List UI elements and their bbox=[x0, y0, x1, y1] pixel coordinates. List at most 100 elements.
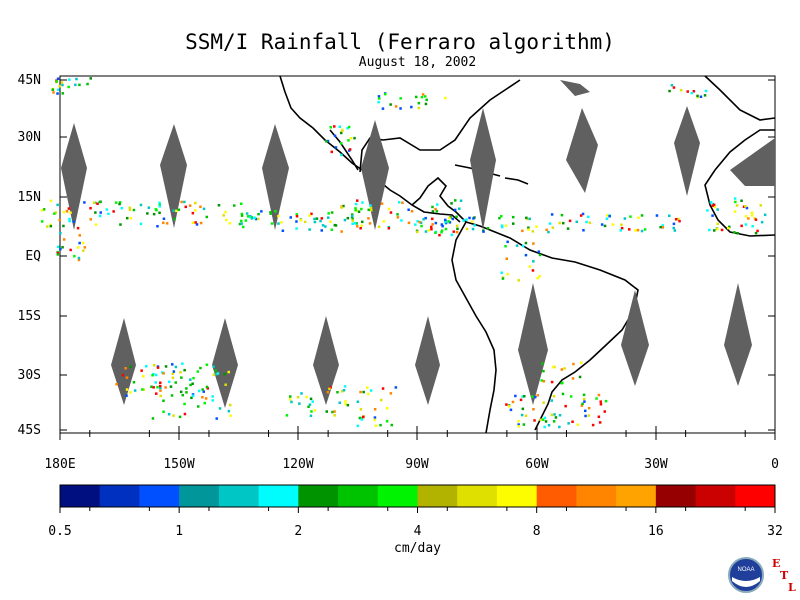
rain-pixel bbox=[385, 420, 389, 423]
rain-pixel bbox=[240, 202, 243, 205]
rain-pixel bbox=[351, 222, 354, 225]
rain-pixel bbox=[168, 380, 171, 384]
rain-pixel bbox=[447, 220, 450, 223]
rain-pixel bbox=[330, 211, 334, 214]
rain-pixel bbox=[203, 401, 206, 405]
rain-pixel bbox=[583, 400, 586, 403]
rain-pixel bbox=[142, 375, 145, 378]
rain-pixel bbox=[471, 227, 475, 231]
rain-pixel bbox=[564, 404, 567, 408]
rain-pixel bbox=[346, 216, 350, 220]
rain-pixel bbox=[517, 425, 520, 428]
rain-pixel bbox=[196, 370, 199, 373]
rain-pixel bbox=[541, 418, 545, 421]
rain-pixel bbox=[331, 410, 334, 414]
rain-pixel bbox=[558, 221, 561, 225]
rain-pixel bbox=[40, 209, 44, 212]
rain-pixel bbox=[269, 211, 272, 214]
map-subtitle: August 18, 2002 bbox=[358, 55, 477, 70]
rain-pixel bbox=[733, 197, 737, 200]
rain-pixel bbox=[368, 222, 372, 225]
colorbar-swatch bbox=[735, 485, 776, 507]
rain-pixel bbox=[373, 418, 376, 422]
rain-pixel bbox=[344, 400, 347, 403]
rain-pixel bbox=[655, 214, 659, 217]
rain-pixel bbox=[211, 399, 214, 402]
rain-pixel bbox=[733, 231, 736, 234]
rain-pixel bbox=[558, 425, 561, 429]
rain-pixel bbox=[161, 371, 164, 374]
rain-pixel bbox=[401, 201, 404, 204]
rain-pixel bbox=[526, 217, 529, 221]
rain-pixel bbox=[708, 228, 711, 232]
rain-pixel bbox=[441, 224, 444, 228]
rain-pixel bbox=[94, 223, 98, 226]
colorbar-swatch bbox=[536, 485, 577, 507]
rain-pixel bbox=[536, 394, 539, 397]
rain-pixel bbox=[533, 419, 536, 422]
rain-pixel bbox=[359, 408, 363, 411]
rain-pixel bbox=[704, 89, 708, 93]
rain-pixel bbox=[62, 238, 66, 241]
rain-pixel bbox=[542, 380, 546, 383]
rain-pixel bbox=[119, 223, 122, 226]
rain-pixel bbox=[450, 233, 454, 237]
rain-pixel bbox=[86, 82, 89, 86]
rain-pixel bbox=[49, 199, 53, 203]
rain-pixel bbox=[308, 403, 312, 406]
rain-pixel bbox=[61, 83, 64, 87]
rain-pixel bbox=[532, 242, 535, 245]
rain-pixel bbox=[440, 231, 443, 234]
rain-pixel bbox=[455, 230, 459, 234]
rain-pixel bbox=[126, 216, 129, 220]
rain-pixel bbox=[420, 224, 423, 228]
rain-pixel bbox=[78, 234, 81, 237]
rain-pixel bbox=[351, 213, 354, 216]
colorbar-swatch bbox=[457, 485, 498, 507]
rain-pixel bbox=[519, 398, 523, 402]
rain-pixel bbox=[289, 216, 292, 219]
rain-pixel bbox=[338, 401, 341, 404]
rain-pixel bbox=[745, 206, 749, 210]
rain-pixel bbox=[542, 369, 545, 373]
rain-pixel bbox=[514, 394, 517, 398]
rain-pixel bbox=[216, 372, 220, 375]
rain-pixel bbox=[296, 395, 300, 399]
rain-pixel bbox=[672, 86, 676, 89]
rain-pixel bbox=[65, 210, 69, 213]
rain-pixel bbox=[458, 207, 461, 210]
rain-pixel bbox=[550, 413, 554, 417]
rain-pixel bbox=[712, 203, 716, 206]
rain-pixel bbox=[325, 410, 328, 413]
rain-pixel bbox=[319, 219, 322, 223]
rain-pixel bbox=[333, 125, 336, 128]
rain-pixel bbox=[582, 393, 586, 397]
rain-pixel bbox=[692, 90, 696, 93]
rain-pixel bbox=[425, 98, 428, 102]
rain-pixel bbox=[310, 212, 313, 216]
rain-pixel bbox=[468, 216, 471, 220]
rain-pixel bbox=[162, 372, 165, 375]
colorbar-swatch bbox=[496, 485, 538, 507]
colorbar-label: 0.5 bbox=[48, 524, 71, 539]
rain-pixel bbox=[394, 105, 398, 108]
rain-pixel bbox=[661, 224, 665, 227]
rain-pixel bbox=[552, 420, 556, 423]
rain-pixel bbox=[260, 210, 263, 213]
rain-pixel bbox=[179, 371, 182, 374]
rain-pixel bbox=[75, 77, 78, 81]
rain-pixel bbox=[603, 224, 607, 228]
rain-pixel bbox=[418, 220, 421, 224]
rain-pixel bbox=[158, 205, 162, 208]
rain-pixel bbox=[159, 381, 162, 384]
rain-pixel bbox=[112, 210, 115, 213]
rain-pixel bbox=[346, 126, 349, 130]
rain-pixel bbox=[504, 245, 507, 248]
rain-pixel bbox=[550, 213, 554, 216]
rain-pixel bbox=[382, 220, 386, 223]
rain-pixel bbox=[340, 206, 343, 209]
rain-pixel bbox=[551, 365, 555, 369]
rain-pixel bbox=[183, 200, 186, 204]
longitude-axis: 180E 150W 120W 90W 60W 30W 0 bbox=[44, 426, 779, 472]
rain-pixel bbox=[370, 209, 373, 212]
